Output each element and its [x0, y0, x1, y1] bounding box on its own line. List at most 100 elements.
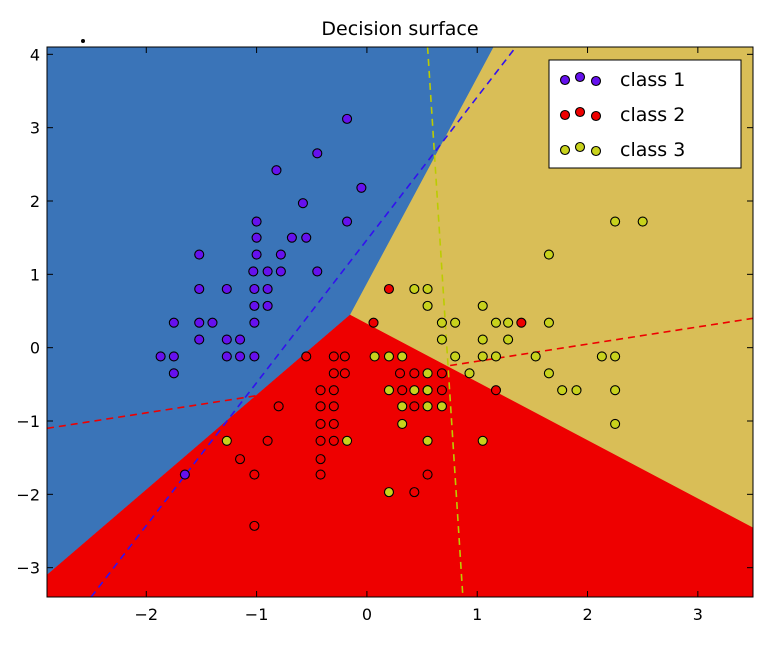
data-point-class-1 [221, 334, 232, 345]
y-tick-label: 3 [30, 119, 40, 138]
x-tick-label: 3 [693, 605, 703, 624]
data-point-class-3 [422, 300, 433, 311]
data-point-class-1 [251, 232, 262, 243]
data-point-class-2 [315, 418, 326, 429]
data-point-class-1 [251, 249, 262, 260]
data-point-class-1 [249, 283, 260, 295]
data-point-class-3 [422, 283, 433, 295]
data-point-class-3 [383, 351, 395, 362]
data-point-class-1 [207, 317, 218, 328]
data-point-class-1 [249, 351, 260, 362]
data-point-class-2 [339, 368, 350, 379]
data-point-class-1 [286, 232, 297, 243]
data-point-class-2 [490, 385, 502, 396]
data-point-class-3 [543, 317, 554, 328]
x-tick-label: −2 [134, 605, 158, 624]
data-point-class-3 [422, 401, 433, 412]
data-point-class-2 [409, 487, 420, 498]
data-point-class-1 [312, 266, 323, 277]
legend-entry-class-1: class 1 [559, 69, 685, 91]
legend-marker [559, 109, 571, 121]
boundary-line-class-3 [426, 47, 464, 597]
data-point-class-2 [436, 368, 447, 379]
data-point-class-2 [234, 454, 246, 465]
data-point-class-2 [368, 317, 379, 328]
data-point-class-3 [422, 368, 433, 379]
legend: class 1 class 2 class 3 [548, 59, 742, 169]
data-point-class-1 [234, 351, 246, 362]
data-point-class-3 [397, 401, 408, 412]
data-point-class-2 [422, 469, 433, 480]
data-point-class-3 [543, 249, 554, 260]
data-point-class-3 [341, 435, 353, 446]
plot-area [47, 47, 753, 597]
data-point-class-3 [490, 317, 502, 328]
data-point-class-2 [409, 401, 420, 412]
data-point-class-1 [356, 182, 367, 193]
data-point-class-1 [341, 216, 353, 227]
legend-marker [574, 141, 586, 153]
data-point-class-2 [328, 385, 339, 396]
data-point-class-3 [610, 351, 621, 362]
data-point-class-3 [436, 317, 447, 328]
data-point-class-3 [477, 300, 488, 311]
legend-marker [559, 144, 571, 156]
boundary-line-class-1 [90, 47, 517, 597]
data-point-class-3 [464, 368, 475, 379]
data-point-class-3 [409, 385, 420, 396]
data-point-class-2 [394, 368, 406, 379]
y-tick-label: 1 [30, 265, 40, 284]
data-point-class-3 [596, 351, 607, 362]
data-point-class-3 [543, 368, 554, 379]
data-point-class-2 [315, 401, 326, 412]
data-point-class-1 [248, 266, 259, 277]
data-point-class-1 [194, 317, 205, 328]
chart-title: Decision surface [321, 18, 478, 40]
data-point-class-3 [397, 418, 408, 429]
data-point-class-3 [637, 216, 648, 227]
data-point-class-1 [221, 283, 232, 295]
data-point-class-3 [450, 351, 461, 362]
data-point-class-3 [436, 334, 447, 345]
y-axis: −3 −2 −1 0 1 2 3 4 [16, 45, 753, 578]
data-point-class-3 [450, 317, 461, 328]
data-point-class-1 [221, 351, 232, 362]
data-point-class-3 [477, 334, 488, 345]
data-point-class-1 [262, 300, 273, 311]
data-point-class-2 [262, 435, 273, 446]
data-point-class-3 [503, 334, 514, 345]
data-point-class-3 [409, 283, 420, 295]
x-tick-label: −1 [245, 605, 269, 624]
data-point-class-2 [315, 385, 326, 396]
decision-boundaries [47, 47, 753, 597]
data-point-class-2 [328, 435, 339, 446]
data-point-class-1 [168, 351, 179, 362]
legend-marker [590, 75, 602, 87]
data-point-class-2 [328, 418, 339, 429]
data-point-class-1 [312, 148, 323, 159]
data-point-class-1 [179, 469, 190, 480]
x-axis: −2 −1 0 1 2 3 [134, 47, 703, 624]
data-point-class-3 [221, 435, 232, 446]
data-point-class-3 [610, 216, 621, 227]
data-point-class-1 [249, 317, 260, 328]
data-point-class-1 [155, 351, 166, 362]
data-point-class-1 [275, 249, 286, 260]
legend-marker [574, 106, 586, 118]
data-point-class-1 [341, 113, 353, 124]
x-tick-label: 1 [472, 605, 482, 624]
data-point-class-1 [262, 266, 273, 277]
data-point-class-1 [194, 283, 205, 295]
data-point-class-3 [397, 351, 408, 362]
legend-marker [574, 71, 586, 83]
data-point-class-3 [422, 385, 433, 396]
data-point-class-3 [383, 385, 395, 396]
data-point-class-3 [571, 385, 582, 396]
data-point-class-2 [436, 385, 447, 396]
data-point-class-3 [422, 435, 433, 446]
data-point-class-1 [234, 334, 246, 345]
data-point-class-3 [557, 385, 568, 396]
data-point-class-2 [273, 401, 284, 412]
data-point-class-2 [315, 454, 326, 465]
